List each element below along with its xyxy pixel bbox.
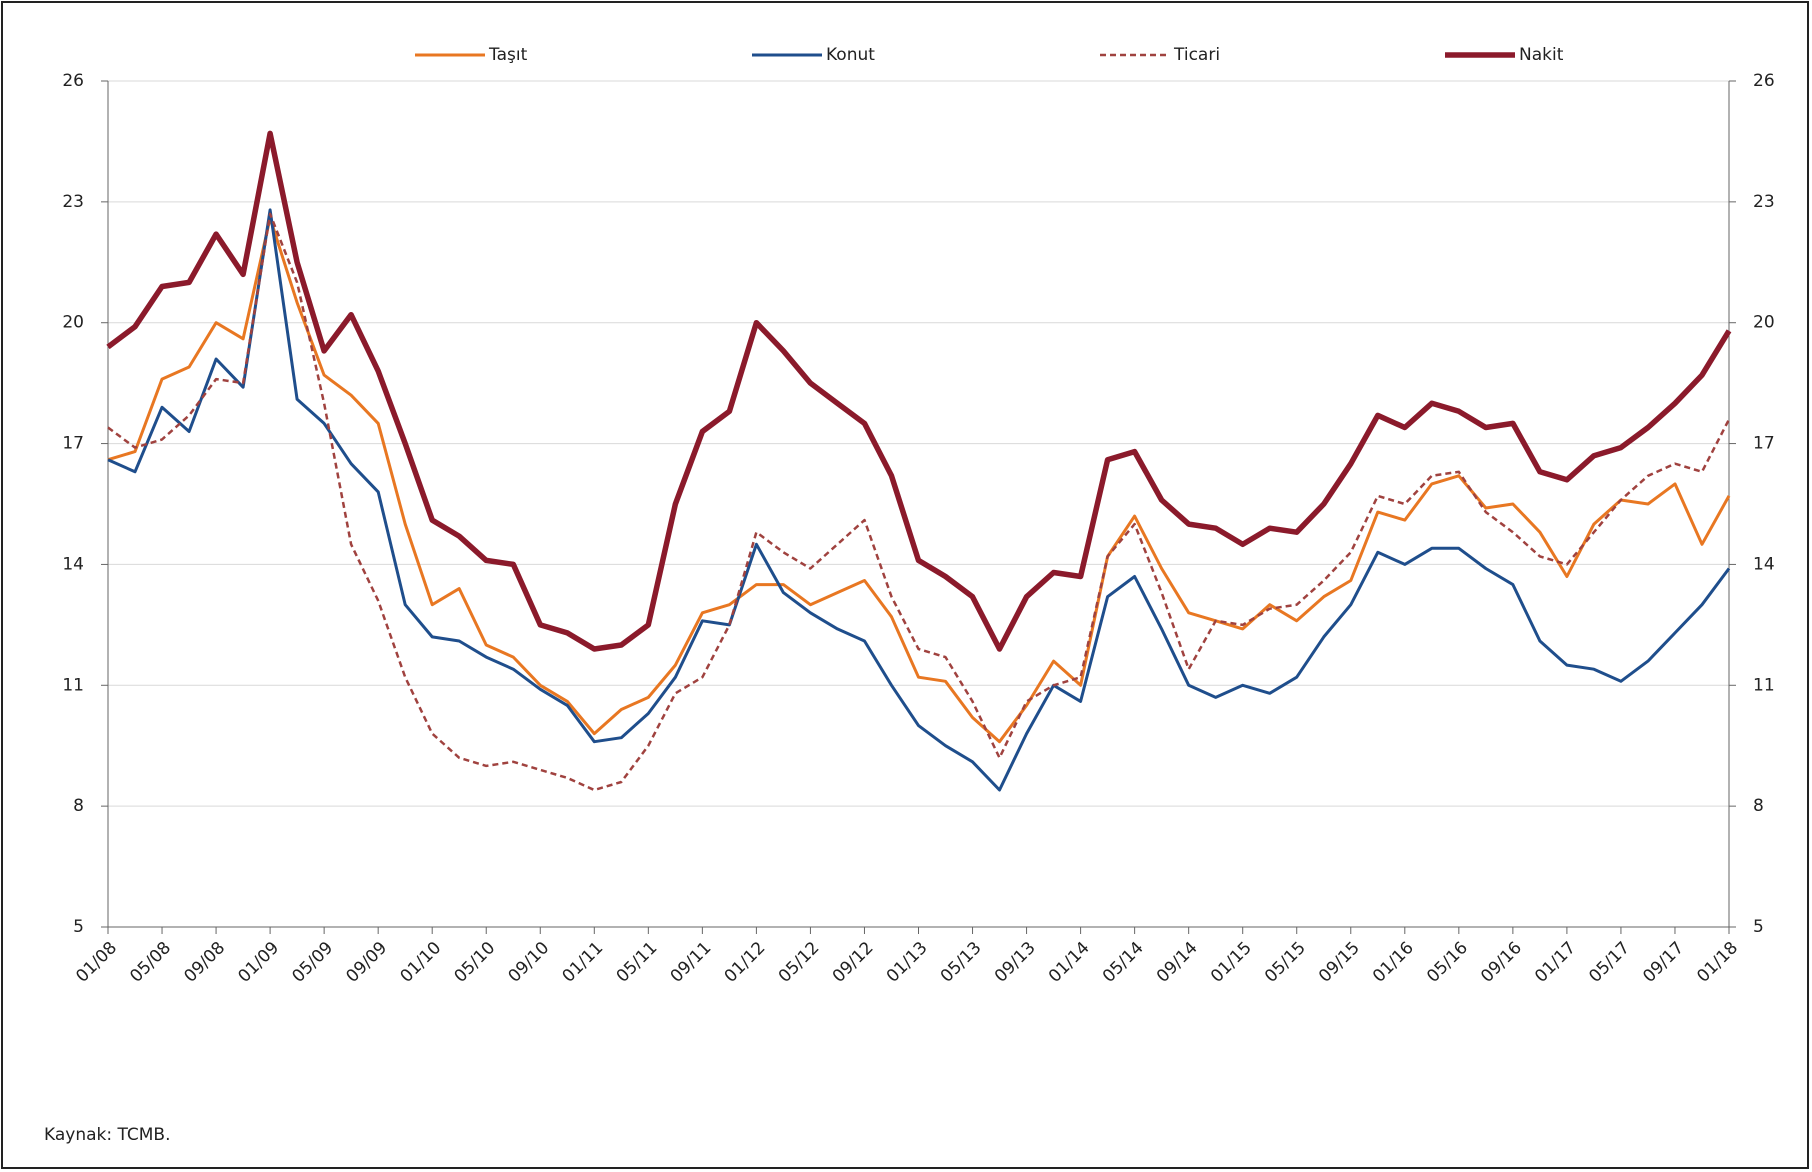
y-tick-label: 20: [62, 313, 84, 333]
y-tick-label: 11: [62, 675, 84, 695]
y2-tick-label: 17: [1753, 434, 1775, 454]
series-line: [107, 208, 1731, 792]
y-tick-label: 17: [62, 434, 84, 454]
y2-tick-label: 26: [1753, 71, 1775, 91]
y2-tick-label: 5: [1753, 917, 1764, 937]
y-tick-label: 26: [62, 71, 84, 91]
source-note: Kaynak: TCMB.: [44, 1125, 171, 1145]
y-tick-label: 5: [73, 917, 84, 937]
y2-tick-label: 8: [1753, 796, 1764, 816]
y-tick-label: 23: [62, 192, 84, 212]
y2-tick-label: 11: [1753, 675, 1775, 695]
legend-label: Nakit: [1519, 45, 1564, 65]
legend-label: Ticari: [1173, 45, 1220, 65]
y2-tick-label: 20: [1753, 313, 1775, 333]
y2-tick-label: 23: [1753, 192, 1775, 212]
legend-label: Konut: [826, 45, 875, 65]
series-line: [107, 216, 1731, 744]
legend-label: Taşıt: [488, 45, 528, 65]
y-tick-label: 14: [62, 554, 84, 574]
series-line: [106, 130, 1732, 652]
y-tick-label: 8: [73, 796, 84, 816]
y2-tick-label: 14: [1753, 554, 1775, 574]
series-line: [107, 212, 1731, 792]
